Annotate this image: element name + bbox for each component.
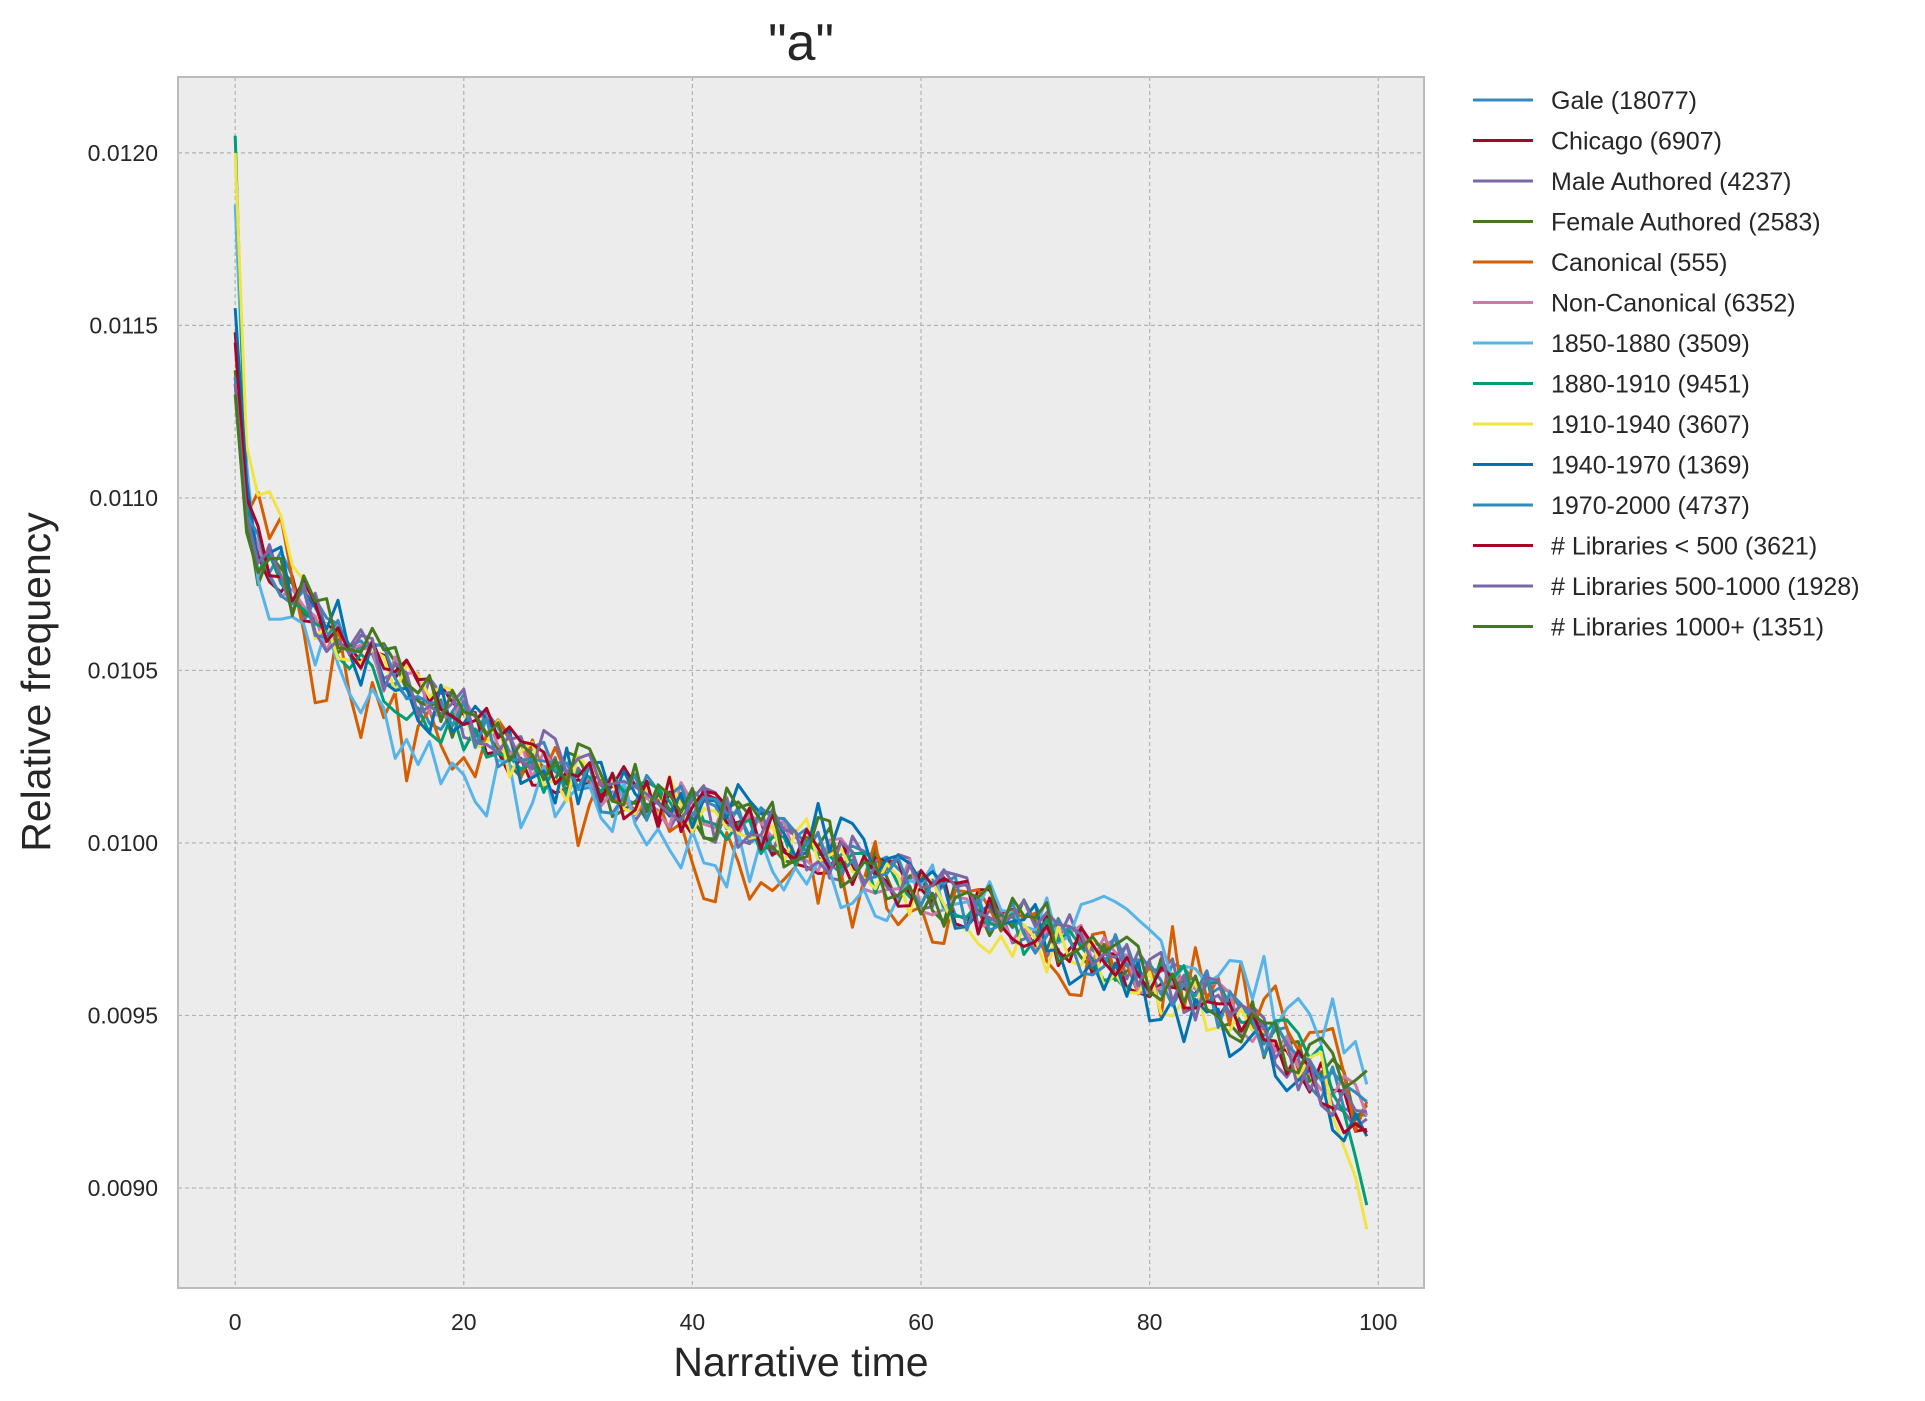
legend-label: Canonical (555) xyxy=(1551,249,1728,277)
legend-label: Male Authored (4237) xyxy=(1551,168,1791,196)
y-axis-ticks: 0.0090 0.0095 0.0100 0.0105 0.0110 0.0115 0.01… xyxy=(88,140,158,1201)
y-tick-label: 0.0100 xyxy=(88,830,158,856)
y-tick-label: 0.0105 xyxy=(88,657,158,683)
legend: Gale (18077) Chicago (6907) Male Authored … xyxy=(1473,87,1860,642)
x-tick-label: 40 xyxy=(680,1309,706,1335)
legend-label: 1910-1940 (3607) xyxy=(1551,411,1750,439)
legend-label: 1970-2000 (4737) xyxy=(1551,492,1750,520)
x-tick-label: 60 xyxy=(908,1309,934,1335)
legend-label: Chicago (6907) xyxy=(1551,128,1722,156)
plot-background xyxy=(178,77,1424,1288)
x-axis-ticks: 0 20 40 60 80 100 xyxy=(229,1309,1398,1335)
x-tick-label: 0 xyxy=(229,1309,242,1335)
y-tick-label: 0.0090 xyxy=(88,1175,158,1201)
legend-label: 1880-1910 (9451) xyxy=(1551,371,1750,399)
x-axis-title: Narrative time xyxy=(673,1339,928,1385)
x-tick-label: 100 xyxy=(1359,1309,1397,1335)
series-lines xyxy=(233,135,1369,1230)
y-axis-title: Relative frequency xyxy=(13,512,59,852)
series-line-12 xyxy=(233,342,1368,1135)
series-line-14 xyxy=(233,394,1368,1090)
x-tick-label: 80 xyxy=(1137,1309,1163,1335)
legend-label: # Libraries 1000+ (1351) xyxy=(1551,614,1824,642)
y-tick-label: 0.0120 xyxy=(88,140,158,166)
legend-label: # Libraries < 500 (3621) xyxy=(1551,533,1817,561)
legend-label: Gale (18077) xyxy=(1551,87,1697,115)
y-tick-label: 0.0110 xyxy=(89,485,158,511)
legend-label: # Libraries 500-1000 (1928) xyxy=(1551,573,1860,601)
chart-title: "a" xyxy=(768,14,834,72)
y-tick-label: 0.0095 xyxy=(88,1002,158,1028)
y-tick-label: 0.0115 xyxy=(89,312,158,338)
x-tick-label: 20 xyxy=(451,1309,477,1335)
legend-label: 1850-1880 (3509) xyxy=(1551,330,1750,358)
plot-frame xyxy=(177,76,1425,1289)
legend-label: 1940-1970 (1369) xyxy=(1551,452,1750,480)
legend-label: Non-Canonical (6352) xyxy=(1551,290,1796,318)
legend-label: Female Authored (2583) xyxy=(1551,209,1821,237)
